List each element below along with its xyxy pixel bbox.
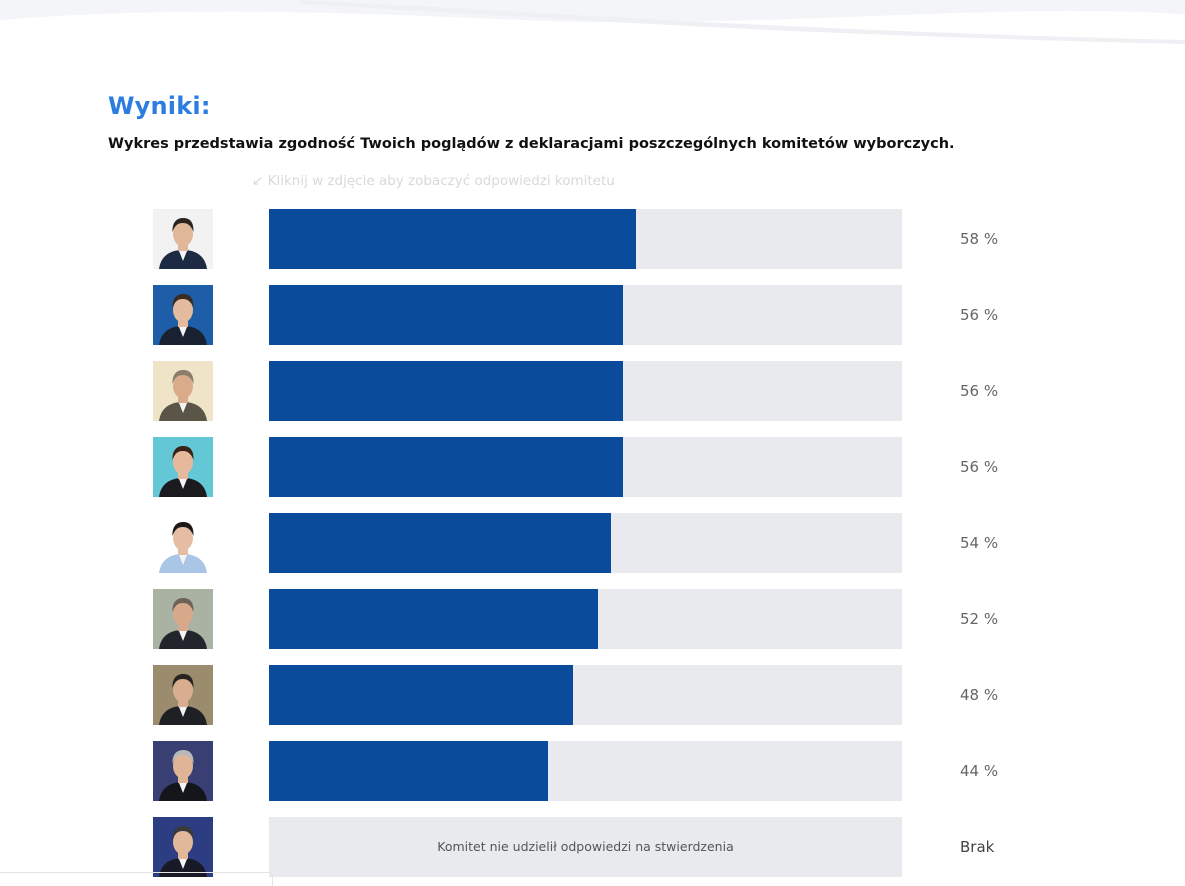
result-bar <box>269 589 598 649</box>
result-row: 58 % <box>0 209 1185 269</box>
results-title: Wyniki: <box>108 92 211 120</box>
candidate-2-photo[interactable] <box>153 285 213 345</box>
result-percentage-label: 54 % <box>960 534 999 552</box>
result-bar <box>269 285 623 345</box>
candidate-9-photo[interactable] <box>153 817 213 877</box>
result-row: 48 % <box>0 665 1185 725</box>
result-bar-track <box>269 513 902 573</box>
result-percentage-label: Brak <box>960 838 995 856</box>
result-bar-track <box>269 361 902 421</box>
results-description: Wykres przedstawia zgodność Twoich poglą… <box>108 136 955 152</box>
result-bar-track <box>269 589 902 649</box>
result-row: 56 % <box>0 285 1185 345</box>
result-row: 52 % <box>0 589 1185 649</box>
result-percentage-label: 56 % <box>960 458 999 476</box>
result-bar <box>269 665 573 725</box>
result-bar <box>269 209 636 269</box>
result-bar-track: Komitet nie udzielił odpowiedzi na stwie… <box>269 817 902 877</box>
result-percentage-label: 58 % <box>960 230 999 248</box>
result-percentage-label: 48 % <box>960 686 999 704</box>
candidate-5-photo[interactable] <box>153 513 213 573</box>
result-row: 44 % <box>0 741 1185 801</box>
result-bar <box>269 741 548 801</box>
result-row: 56 % <box>0 361 1185 421</box>
result-percentage-label: 56 % <box>960 306 999 324</box>
result-bar-track <box>269 741 902 801</box>
click-photo-hint: ↙ Kliknij w zdjęcie aby zobaczyć odpowie… <box>252 173 615 189</box>
candidate-7-photo[interactable] <box>153 665 213 725</box>
result-percentage-label: 56 % <box>960 382 999 400</box>
candidate-1-photo[interactable] <box>153 209 213 269</box>
result-bar <box>269 513 611 573</box>
candidate-8-photo[interactable] <box>153 741 213 801</box>
result-bar-track <box>269 665 902 725</box>
candidate-3-photo[interactable] <box>153 361 213 421</box>
header-wave-decoration <box>0 0 1185 44</box>
result-percentage-label: 44 % <box>960 762 999 780</box>
result-row: 54 % <box>0 513 1185 573</box>
candidate-4-photo[interactable] <box>153 437 213 497</box>
result-bar-track <box>269 209 902 269</box>
footer-edge <box>0 872 273 886</box>
result-percentage-label: 52 % <box>960 610 999 628</box>
no-answer-note: Komitet nie udzielił odpowiedzi na stwie… <box>437 839 734 854</box>
result-bar-track <box>269 437 902 497</box>
result-bar <box>269 437 623 497</box>
result-row: 56 % <box>0 437 1185 497</box>
result-bar <box>269 361 623 421</box>
result-bar-track <box>269 285 902 345</box>
result-row: Komitet nie udzielił odpowiedzi na stwie… <box>0 817 1185 877</box>
candidate-6-photo[interactable] <box>153 589 213 649</box>
